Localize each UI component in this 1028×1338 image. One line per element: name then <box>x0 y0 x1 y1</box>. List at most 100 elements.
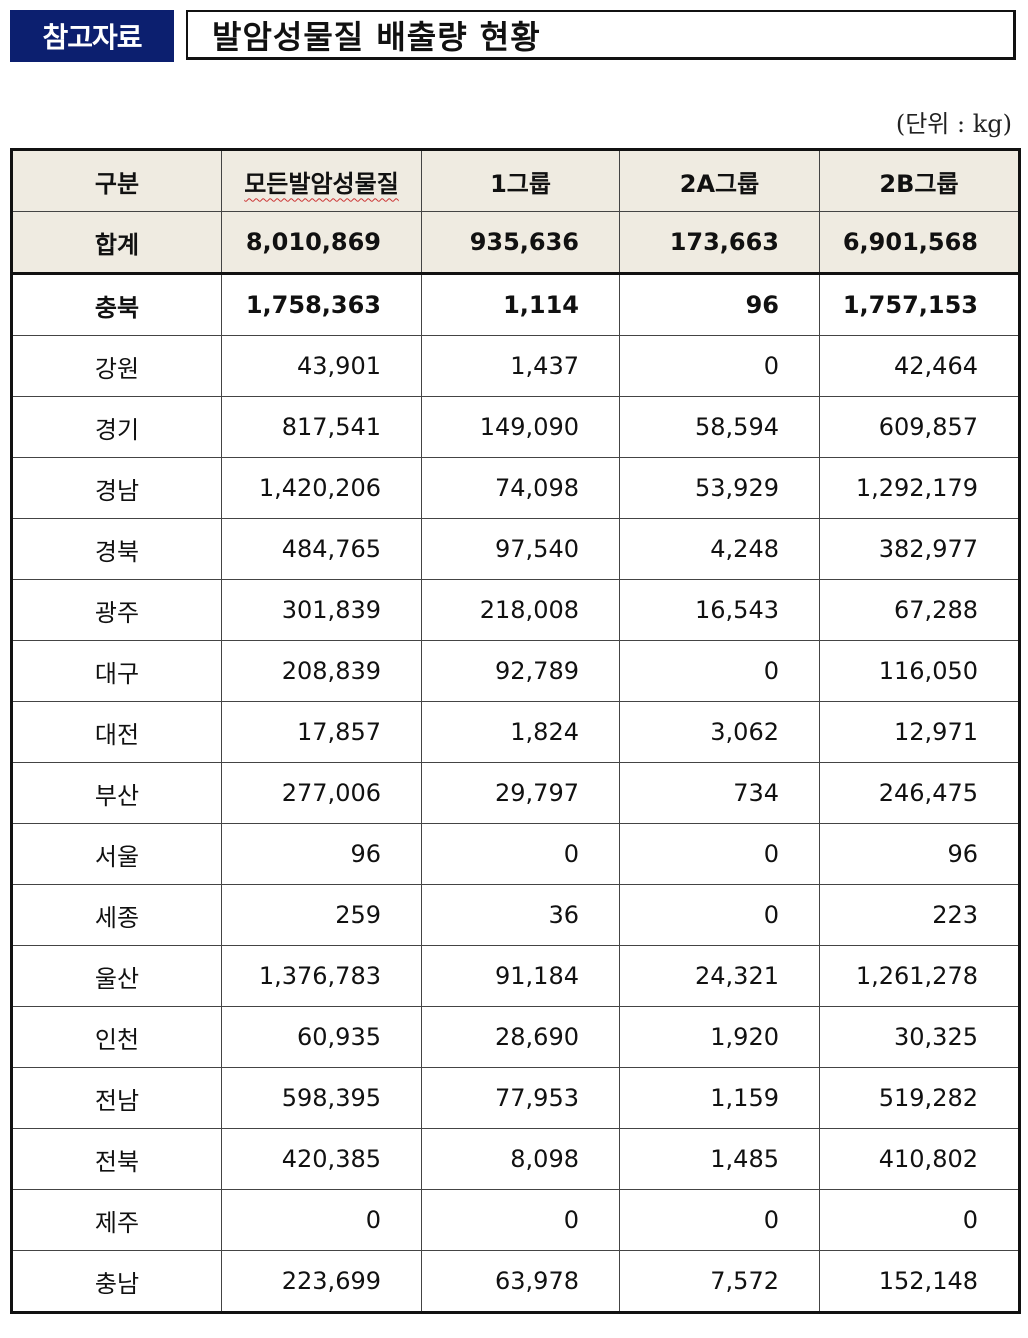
value-group-2a: 0 <box>619 884 820 946</box>
region-label: 충북 <box>11 273 222 336</box>
value-group-2a: 1,485 <box>619 1128 820 1190</box>
region-label: 경남 <box>11 457 222 519</box>
value-group-2b: 1,292,179 <box>819 457 1020 519</box>
region-label: 경기 <box>11 396 222 458</box>
total-row: 합계 8,010,869 935,636 173,663 6,901,568 <box>11 211 1020 275</box>
value-all: 208,839 <box>221 640 422 702</box>
value-group-1: 1,437 <box>421 335 620 397</box>
emissions-table: 구분 모든발암성물질 1그룹 2A그룹 2B그룹 합계 8,010,869 93… <box>10 148 1021 1314</box>
value-group-1: 29,797 <box>421 762 620 824</box>
total-group-1: 935,636 <box>421 211 620 275</box>
value-group-1: 97,540 <box>421 518 620 580</box>
value-group-2a: 734 <box>619 762 820 824</box>
region-label: 세종 <box>11 884 222 946</box>
value-group-2b: 410,802 <box>819 1128 1020 1190</box>
value-group-2b: 1,261,278 <box>819 945 1020 1007</box>
value-group-2a: 1,159 <box>619 1067 820 1129</box>
value-all: 96 <box>221 823 422 885</box>
reference-tag: 참고자료 <box>10 10 174 62</box>
table-row: 충남 223,699 63,978 7,572 152,148 <box>11 1250 1020 1313</box>
value-group-2b: 0 <box>819 1189 1020 1251</box>
value-group-2a: 4,248 <box>619 518 820 580</box>
region-label: 서울 <box>11 823 222 885</box>
region-label: 부산 <box>11 762 222 824</box>
value-group-2b: 382,977 <box>819 518 1020 580</box>
table-row: 울산 1,376,783 91,184 24,321 1,261,278 <box>11 945 1020 1007</box>
header-group-2a: 2A그룹 <box>619 149 820 212</box>
value-group-1: 92,789 <box>421 640 620 702</box>
table-row: 충북 1,758,363 1,114 96 1,757,153 <box>11 273 1020 336</box>
value-group-1: 0 <box>421 823 620 885</box>
total-group-2a: 173,663 <box>619 211 820 275</box>
value-group-1: 28,690 <box>421 1006 620 1068</box>
table-row: 경남 1,420,206 74,098 53,929 1,292,179 <box>11 457 1020 519</box>
value-group-2a: 53,929 <box>619 457 820 519</box>
header-group-1: 1그룹 <box>421 149 620 212</box>
value-group-2b: 152,148 <box>819 1250 1020 1313</box>
value-all: 420,385 <box>221 1128 422 1190</box>
value-all: 43,901 <box>221 335 422 397</box>
value-all: 277,006 <box>221 762 422 824</box>
value-group-1: 218,008 <box>421 579 620 641</box>
table-row: 서울 96 0 0 96 <box>11 823 1020 885</box>
unit-label: (단위 : kg) <box>895 110 1012 138</box>
value-group-1: 74,098 <box>421 457 620 519</box>
value-group-1: 0 <box>421 1189 620 1251</box>
value-all: 17,857 <box>221 701 422 763</box>
total-label: 합계 <box>11 211 222 275</box>
value-group-2b: 30,325 <box>819 1006 1020 1068</box>
value-all: 817,541 <box>221 396 422 458</box>
table-row: 경기 817,541 149,090 58,594 609,857 <box>11 396 1020 458</box>
value-group-2b: 519,282 <box>819 1067 1020 1129</box>
value-group-1: 149,090 <box>421 396 620 458</box>
value-group-2b: 67,288 <box>819 579 1020 641</box>
value-group-2a: 96 <box>619 273 820 336</box>
value-group-1: 1,114 <box>421 273 620 336</box>
region-label: 인천 <box>11 1006 222 1068</box>
region-label: 전북 <box>11 1128 222 1190</box>
value-all: 60,935 <box>221 1006 422 1068</box>
region-label: 충남 <box>11 1250 222 1313</box>
value-all: 598,395 <box>221 1067 422 1129</box>
header-category: 구분 <box>11 149 222 212</box>
table-row: 제주 0 0 0 0 <box>11 1189 1020 1251</box>
value-all: 0 <box>221 1189 422 1251</box>
total-all: 8,010,869 <box>221 211 422 275</box>
value-group-2a: 58,594 <box>619 396 820 458</box>
table-row: 광주 301,839 218,008 16,543 67,288 <box>11 579 1020 641</box>
value-all: 1,420,206 <box>221 457 422 519</box>
header-group-2b: 2B그룹 <box>819 149 1020 212</box>
value-group-2b: 223 <box>819 884 1020 946</box>
value-group-1: 63,978 <box>421 1250 620 1313</box>
total-group-2b: 6,901,568 <box>819 211 1020 275</box>
table-row: 대전 17,857 1,824 3,062 12,971 <box>11 701 1020 763</box>
value-all: 259 <box>221 884 422 946</box>
region-label: 대구 <box>11 640 222 702</box>
value-group-1: 91,184 <box>421 945 620 1007</box>
value-group-2b: 1,757,153 <box>819 273 1020 336</box>
table-row: 강원 43,901 1,437 0 42,464 <box>11 335 1020 397</box>
table-row: 인천 60,935 28,690 1,920 30,325 <box>11 1006 1020 1068</box>
value-all: 223,699 <box>221 1250 422 1313</box>
value-group-2b: 12,971 <box>819 701 1020 763</box>
value-group-2b: 116,050 <box>819 640 1020 702</box>
value-all: 484,765 <box>221 518 422 580</box>
table-header-row: 구분 모든발암성물질 1그룹 2A그룹 2B그룹 <box>11 149 1020 212</box>
region-label: 경북 <box>11 518 222 580</box>
region-label: 전남 <box>11 1067 222 1129</box>
value-group-2a: 0 <box>619 335 820 397</box>
table-row: 전북 420,385 8,098 1,485 410,802 <box>11 1128 1020 1190</box>
value-group-2a: 0 <box>619 640 820 702</box>
value-group-2b: 246,475 <box>819 762 1020 824</box>
table-row: 대구 208,839 92,789 0 116,050 <box>11 640 1020 702</box>
value-group-2a: 7,572 <box>619 1250 820 1313</box>
page-header: 참고자료 발암성물질 배출량 현황 <box>10 10 1020 64</box>
region-label: 울산 <box>11 945 222 1007</box>
region-label: 대전 <box>11 701 222 763</box>
value-group-2a: 0 <box>619 823 820 885</box>
value-group-2a: 1,920 <box>619 1006 820 1068</box>
table-row: 부산 277,006 29,797 734 246,475 <box>11 762 1020 824</box>
table-row: 전남 598,395 77,953 1,159 519,282 <box>11 1067 1020 1129</box>
value-group-2a: 24,321 <box>619 945 820 1007</box>
value-all: 1,758,363 <box>221 273 422 336</box>
